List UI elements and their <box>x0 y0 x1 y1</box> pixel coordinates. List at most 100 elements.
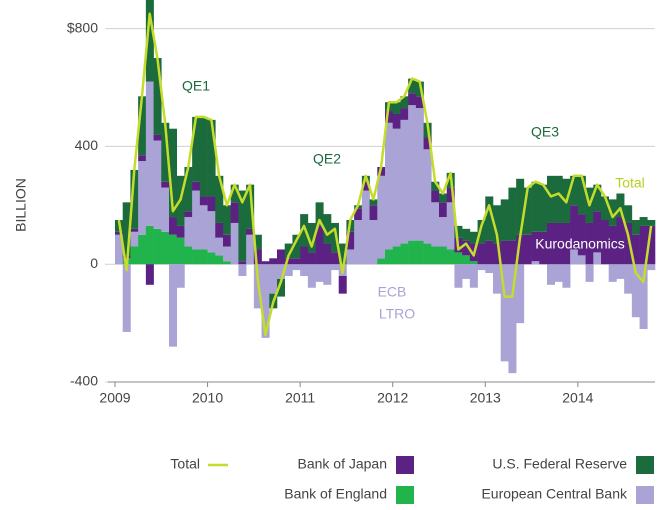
bar-segment <box>230 222 239 265</box>
bar-segment <box>392 102 401 114</box>
bar-segment <box>307 264 316 288</box>
bar-segment <box>477 220 486 244</box>
bar-segment <box>346 249 355 265</box>
bar-segment <box>215 237 224 256</box>
bar-segment <box>554 222 563 265</box>
legend-swatch <box>636 456 654 474</box>
bar-segment <box>454 225 463 238</box>
bar-segment <box>516 264 525 324</box>
bar-segment <box>130 231 139 247</box>
bar-segment <box>500 240 509 265</box>
bar-segment <box>138 96 147 156</box>
bar-segment <box>199 249 208 265</box>
bar-segment <box>431 181 440 191</box>
bar-segment <box>608 264 617 282</box>
bar-segment <box>400 119 409 244</box>
bar-segment <box>624 222 633 265</box>
bar-segment <box>639 225 648 265</box>
bar-segment <box>115 234 124 265</box>
bar-segment <box>207 119 216 197</box>
bar-segment <box>184 246 193 265</box>
bar-segment <box>199 196 208 206</box>
bar-segment <box>385 122 394 250</box>
bar-segment <box>531 181 540 232</box>
bar-segment <box>377 258 386 265</box>
bar-segment <box>153 134 162 141</box>
bar-segment <box>331 222 340 253</box>
legend-label: Total <box>170 456 200 472</box>
bar-segment <box>122 264 131 332</box>
bar-segment <box>500 199 509 241</box>
bar-segment <box>169 128 178 218</box>
bar-segment <box>207 196 216 212</box>
y-tick-label: 0 <box>90 255 98 271</box>
bar-segment <box>400 108 409 120</box>
bar-segment <box>385 249 394 265</box>
bar-segment <box>145 81 154 226</box>
bar-segment <box>130 228 139 232</box>
bar-segment <box>122 202 131 256</box>
annotation: QE3 <box>531 124 559 140</box>
bar-segment <box>462 264 471 279</box>
bar-segment <box>215 255 224 265</box>
bar-segment <box>354 220 363 265</box>
bar-segment <box>577 214 586 256</box>
bar-segment <box>616 217 625 265</box>
annotation: ECB <box>378 284 407 300</box>
bar-segment <box>161 122 170 182</box>
bar-segment <box>246 184 255 229</box>
bar-segment <box>493 243 502 265</box>
bar-segment <box>624 205 633 223</box>
y-tick-label: -400 <box>70 373 98 389</box>
bar-segment <box>130 246 139 265</box>
bar-segment <box>284 258 293 265</box>
bar-segment <box>408 105 417 241</box>
bar-segment <box>284 243 293 259</box>
bar-segment <box>423 137 432 150</box>
bar-segment <box>431 246 440 265</box>
bar-segment <box>570 249 579 265</box>
bar-segment <box>493 205 502 244</box>
bar-segment <box>585 264 594 282</box>
bar-segment <box>477 264 486 271</box>
bar-segment <box>616 193 625 218</box>
bar-segment <box>223 234 232 247</box>
bar-segment <box>115 231 124 235</box>
bar-segment <box>192 249 201 265</box>
bar-segment <box>508 264 517 374</box>
bar-segment <box>585 222 594 265</box>
bar-segment <box>323 214 332 244</box>
bar-segment <box>516 234 525 265</box>
bar-segment <box>531 231 540 262</box>
legend-label: European Central Bank <box>481 486 628 502</box>
bar-segment <box>485 240 494 265</box>
bar-segment <box>338 243 347 265</box>
bar-segment <box>562 222 571 265</box>
bars <box>115 0 656 374</box>
bar-segment <box>145 225 154 265</box>
bar-segment <box>153 58 162 135</box>
legend-label: U.S. Federal Reserve <box>492 456 627 472</box>
bar-segment <box>346 231 355 250</box>
bar-segment <box>392 113 401 129</box>
x-tick-label: 2009 <box>99 390 130 406</box>
bar-segment <box>192 190 201 250</box>
bar-segment <box>415 96 424 109</box>
bar-segment <box>207 211 216 253</box>
y-axis-label: BILLION <box>13 178 29 232</box>
bar-segment <box>277 249 286 265</box>
bar-segment <box>423 243 432 265</box>
bar-segment <box>130 169 139 229</box>
bar-segment <box>439 193 448 203</box>
bar-segment <box>192 116 201 182</box>
bar-segment <box>331 264 340 271</box>
bar-segment <box>469 231 478 244</box>
bar-segment <box>138 234 147 265</box>
bar-segment <box>593 211 602 253</box>
bar-segment <box>277 264 286 279</box>
bar-segment <box>354 208 363 221</box>
annotation: LTRO <box>379 306 415 322</box>
bar-segment <box>385 111 394 123</box>
bar-segment <box>223 205 232 235</box>
bar-segment <box>138 161 147 235</box>
